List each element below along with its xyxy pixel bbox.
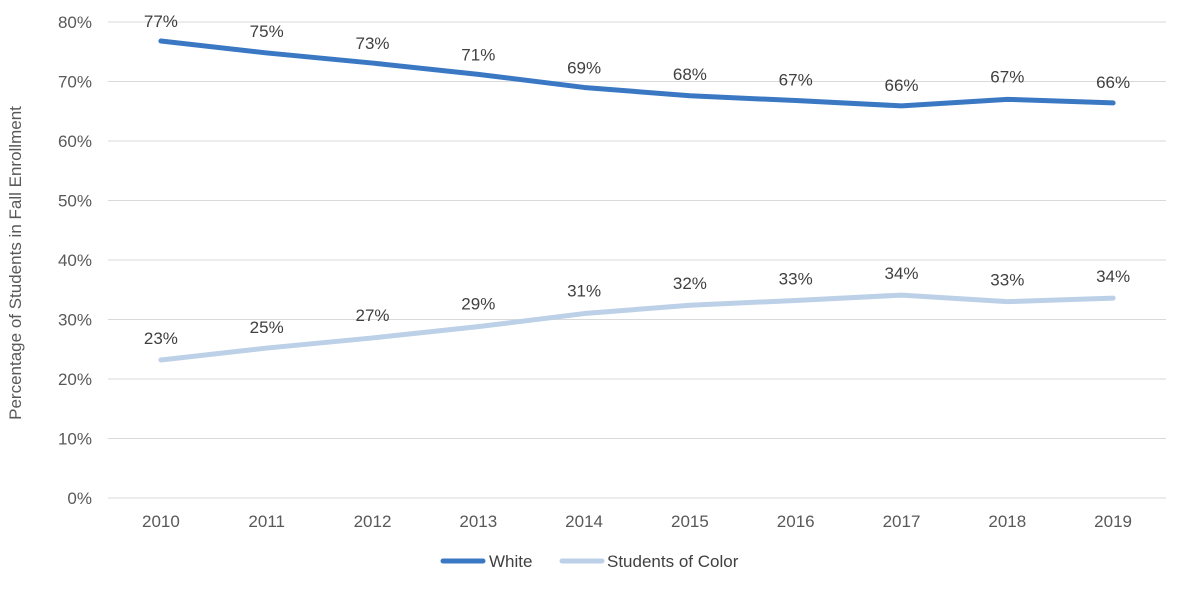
legend-label: White xyxy=(489,552,532,571)
data-label: 69% xyxy=(567,58,601,77)
data-label: 29% xyxy=(461,295,495,314)
y-tick-label: 70% xyxy=(58,73,92,92)
y-tick-label: 80% xyxy=(58,13,92,32)
data-label: 66% xyxy=(884,76,918,95)
data-label: 75% xyxy=(250,22,284,41)
y-tick-label: 40% xyxy=(58,251,92,270)
data-label: 23% xyxy=(144,329,178,348)
data-label: 33% xyxy=(779,269,813,288)
x-tick-label: 2015 xyxy=(671,512,709,531)
x-tick-label: 2019 xyxy=(1094,512,1132,531)
data-label: 27% xyxy=(355,306,389,325)
y-tick-label: 0% xyxy=(67,489,92,508)
legend-label: Students of Color xyxy=(607,552,739,571)
data-label: 34% xyxy=(1096,267,1130,286)
legend: White Students of Color xyxy=(440,552,739,571)
y-tick-label: 50% xyxy=(58,192,92,211)
y-tick-label: 60% xyxy=(58,132,92,151)
x-tick-label: 2017 xyxy=(883,512,921,531)
data-label: 33% xyxy=(990,271,1024,290)
y-tick-label: 20% xyxy=(58,370,92,389)
gridlines xyxy=(108,21,1166,499)
data-labels: 77% 75% 73% 71% 69% 68% 67% 66% 67% 66% 23% 25% 27% 2… xyxy=(144,12,1130,348)
y-tick-label: 30% xyxy=(58,311,92,330)
x-tick-label: 2011 xyxy=(248,512,285,531)
y-tick-label: 10% xyxy=(58,430,92,449)
y-axis-ticks: 0% 10% 20% 30% 40% 50% 60% 70% 80% xyxy=(58,13,92,508)
data-label: 25% xyxy=(250,318,284,337)
data-label: 32% xyxy=(673,274,707,293)
data-label: 66% xyxy=(1096,73,1130,92)
x-tick-label: 2013 xyxy=(459,512,497,531)
data-label: 31% xyxy=(567,282,601,301)
y-axis-title: Percentage of Students in Fall Enrollmen… xyxy=(6,106,25,420)
series-line-white xyxy=(158,38,1116,109)
data-label: 73% xyxy=(355,34,389,53)
x-tick-label: 2016 xyxy=(777,512,815,531)
data-label: 67% xyxy=(779,71,813,90)
x-tick-label: 2018 xyxy=(988,512,1026,531)
x-tick-label: 2010 xyxy=(142,512,180,531)
data-label: 34% xyxy=(884,264,918,283)
x-axis-ticks: 2010 2011 2012 2013 2014 2015 2016 2017 2018 2019 xyxy=(142,512,1132,531)
series-lines xyxy=(158,38,1116,363)
data-label: 68% xyxy=(673,65,707,84)
series-line-students-of-color xyxy=(158,292,1116,363)
data-label: 71% xyxy=(461,45,495,64)
x-tick-label: 2014 xyxy=(565,512,603,531)
data-label: 67% xyxy=(990,67,1024,86)
data-label: 77% xyxy=(144,12,178,31)
x-tick-label: 2012 xyxy=(354,512,392,531)
